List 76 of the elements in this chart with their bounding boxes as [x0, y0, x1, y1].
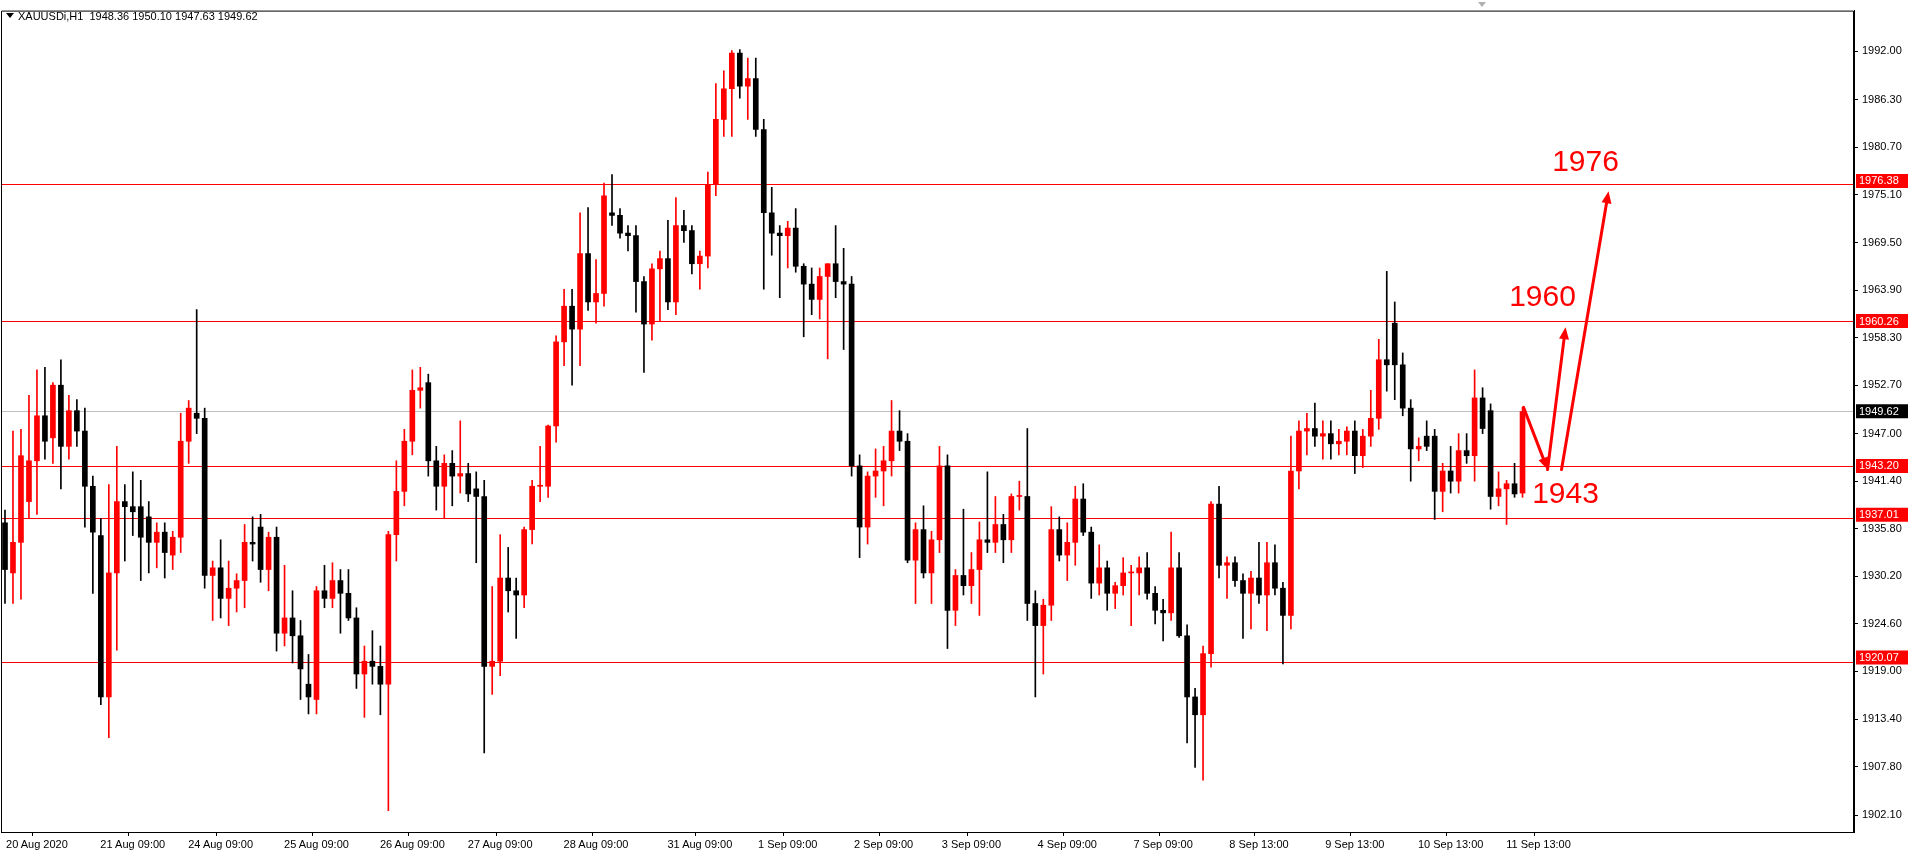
x-tick-label: 3 Sep 09:00 — [941, 837, 1002, 850]
candlestick — [697, 250, 703, 290]
y-tick-label: 1907.80 — [1862, 759, 1902, 772]
ref-line-label: 1920.07 — [1859, 650, 1899, 663]
candlestick — [744, 57, 751, 120]
y-tick-label: 1913.40 — [1862, 712, 1902, 725]
candlestick — [1415, 437, 1422, 462]
x-tick-label: 27 Aug 09:00 — [467, 837, 533, 850]
y-tick-label: 1941.40 — [1862, 474, 1902, 487]
x-tick-label: 21 Aug 09:00 — [100, 837, 166, 850]
candlestick — [800, 263, 807, 338]
candlestick — [473, 471, 480, 564]
y-tick-label: 1958.30 — [1862, 330, 1902, 343]
x-tick-label: 9 Sep 13:00 — [1325, 837, 1385, 850]
candlestick — [417, 367, 424, 409]
x-tick-label: 24 Aug 09:00 — [188, 837, 254, 850]
ref-line-label: 1949.62 — [1859, 404, 1899, 417]
annotation: 1943 — [1532, 475, 1599, 509]
ref-line-label: 1976.38 — [1859, 174, 1899, 187]
y-tick-label: 1969.50 — [1862, 235, 1902, 248]
candlestick — [1224, 556, 1230, 599]
candlestick — [1336, 429, 1342, 456]
chart-title: XAUUSDi,H1 — [18, 10, 84, 22]
x-tick-label: 7 Sep 09:00 — [1133, 837, 1193, 850]
candlestick — [784, 220, 791, 269]
x-tick-label: 20 Aug 2020 — [6, 837, 68, 850]
candlestick — [121, 484, 128, 562]
y-tick-label: 1902.10 — [1862, 808, 1902, 821]
y-tick-label: 1986.30 — [1862, 92, 1902, 105]
x-tick-label: 28 Aug 09:00 — [563, 837, 629, 850]
x-tick-label: 31 Aug 09:00 — [667, 837, 733, 850]
y-tick-label: 1935.80 — [1862, 521, 1902, 534]
x-tick-label: 26 Aug 09:00 — [379, 837, 445, 850]
y-tick-label: 1919.00 — [1862, 664, 1902, 677]
ref-line-label: 1960.26 — [1859, 314, 1899, 327]
candlestick — [513, 577, 519, 639]
x-tick-label: 10 Sep 13:00 — [1417, 837, 1484, 850]
y-tick-label: 1980.70 — [1862, 140, 1902, 153]
y-tick-label: 1992.00 — [1862, 44, 1902, 57]
y-tick-label: 1963.90 — [1862, 283, 1902, 296]
chart-subtitle: 1948.36 1950.10 1947.63 1949.62 — [89, 10, 258, 22]
candlestick — [1304, 412, 1310, 456]
candlestick — [1064, 522, 1071, 581]
candlestick — [1240, 573, 1246, 639]
x-tick-label: 1 Sep 09:00 — [758, 837, 818, 850]
candlestick — [505, 547, 512, 613]
candlestick — [153, 522, 160, 569]
x-tick-label: 2 Sep 09:00 — [853, 837, 914, 850]
candlestick — [1192, 688, 1198, 768]
candlestick — [625, 225, 631, 252]
candlestick — [681, 209, 687, 243]
ref-line-label: 1943.20 — [1859, 459, 1899, 472]
candlestick — [776, 225, 783, 299]
y-tick-label: 1947.00 — [1862, 426, 1902, 439]
y-tick-label: 1924.60 — [1862, 616, 1902, 629]
candlestick — [129, 471, 136, 536]
ref-line-label: 1937.01 — [1859, 508, 1899, 521]
x-tick-label: 8 Sep 13:00 — [1229, 837, 1289, 850]
x-tick-label: 11 Sep 13:00 — [1506, 837, 1571, 850]
candlestick — [1136, 556, 1142, 596]
candlestick — [569, 288, 575, 386]
x-tick-label: 25 Aug 09:00 — [284, 837, 349, 850]
candlestick — [1312, 402, 1318, 447]
y-tick-label: 1975.10 — [1862, 187, 1902, 200]
candlestick — [1032, 590, 1039, 698]
candlestick — [1383, 271, 1390, 392]
candlestick — [1320, 420, 1326, 460]
y-tick-label: 1930.20 — [1862, 569, 1902, 582]
candlestick — [609, 174, 615, 226]
x-tick-label: 4 Sep 09:00 — [1037, 837, 1097, 850]
annotation: 1960 — [1509, 279, 1576, 313]
y-tick-label: 1952.70 — [1862, 378, 1902, 391]
candlestick — [193, 309, 200, 434]
annotation: 1976 — [1552, 143, 1619, 177]
candlestick — [449, 450, 456, 507]
candlestick — [1160, 598, 1166, 642]
